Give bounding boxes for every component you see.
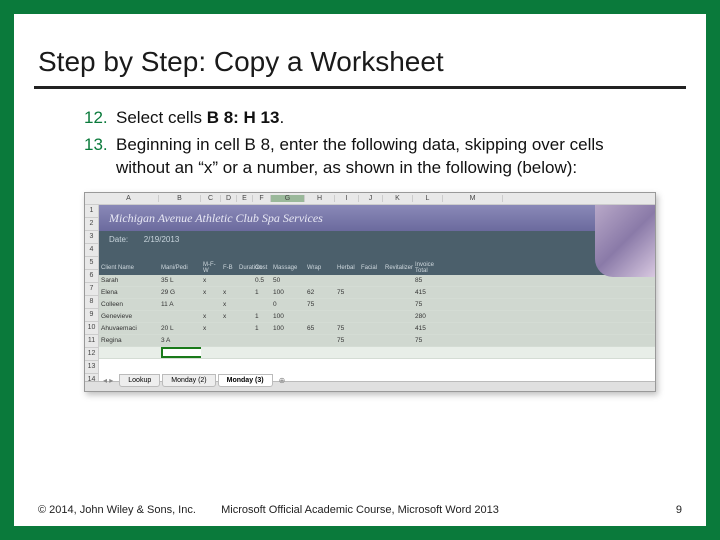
table-row: Elena29 Gxx11006275415 [99, 287, 655, 299]
step-12: 12. Select cells B 8: H 13. [84, 107, 656, 130]
active-cell[interactable] [161, 347, 201, 358]
step-13: 13. Beginning in cell B 8, enter the fol… [84, 134, 656, 180]
table-row: Sarah35 Lx0.55085 [99, 275, 655, 287]
column-headers: A B C D E F G H I J K L M [85, 193, 655, 205]
sheet-main: Michigan Avenue Athletic Club Spa Servic… [99, 205, 655, 391]
slide-title: Step by Step: Copy a Worksheet [14, 30, 706, 86]
sheet-tabs: ◂ ▸ Lookup Monday (2) Monday (3) ⊕ [99, 374, 289, 387]
add-sheet-icon[interactable]: ⊕ [275, 376, 290, 385]
title-banner: Michigan Avenue Athletic Club Spa Servic… [99, 205, 655, 231]
title-rule [34, 86, 686, 89]
footer: © 2014, John Wiley & Sons, Inc. Microsof… [38, 504, 682, 516]
table-row: Genevievexx1100280 [99, 311, 655, 323]
step-text: Select cells B 8: H 13. [116, 107, 656, 130]
slide: Step by Step: Copy a Worksheet 12. Selec… [0, 0, 720, 540]
grid-body: 12345678910111213141516 Michigan Avenue … [85, 205, 655, 391]
content-area: 12. Select cells B 8: H 13. 13. Beginnin… [14, 107, 706, 180]
table-row [99, 347, 655, 359]
step-number: 12. [84, 107, 116, 130]
table-row: Ahuvaemaci20 Lx11006575415 [99, 323, 655, 335]
tab-nav-icon[interactable]: ◂ ▸ [99, 376, 117, 385]
tab-lookup[interactable]: Lookup [119, 374, 160, 387]
tab-monday-2[interactable]: Monday (2) [162, 374, 215, 387]
data-rows: Sarah35 Lx0.55085Elena29 Gxx11006275415C… [99, 275, 655, 359]
table-row: Regina3 A7575 [99, 335, 655, 347]
table-header-row: Client Name Mani/Pedi M-F-W F-B Duration… [99, 261, 655, 275]
tab-monday-3[interactable]: Monday (3) [218, 374, 273, 387]
row-numbers: 12345678910111213141516 [85, 205, 99, 391]
course-name: Microsoft Official Academic Course, Micr… [38, 504, 682, 516]
step-number: 13. [84, 134, 116, 180]
table-row: Colleen11 Ax07575 [99, 299, 655, 311]
date-band: Date: 2/19/2013 [99, 231, 655, 261]
banner-image [595, 205, 655, 277]
step-text: Beginning in cell B 8, enter the followi… [116, 134, 656, 180]
excel-screenshot: A B C D E F G H I J K L M 12345678910111… [84, 192, 656, 392]
